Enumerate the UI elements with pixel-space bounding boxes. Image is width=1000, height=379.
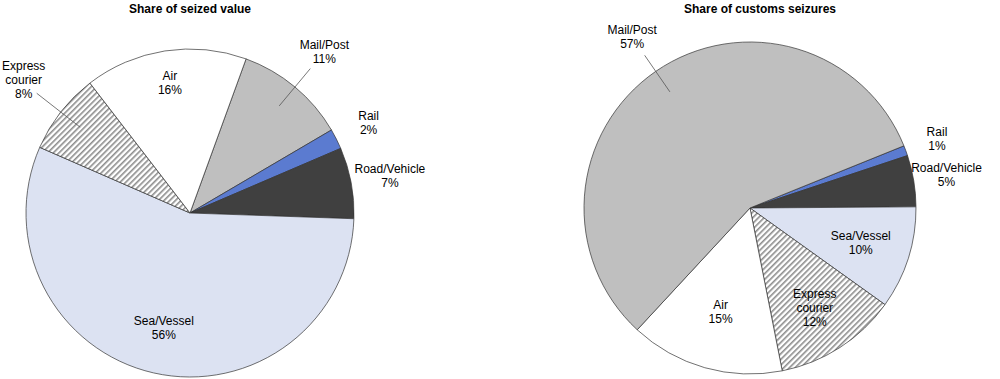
pie-slice <box>584 42 904 330</box>
chart-title: Share of seized value <box>129 2 251 16</box>
data-label: 12% <box>803 315 827 329</box>
data-label: 5% <box>938 175 956 189</box>
slice-label: Expresscourier12% <box>793 287 836 329</box>
data-label: 15% <box>709 312 733 326</box>
pie-slice <box>190 148 354 218</box>
leader-line <box>279 69 310 106</box>
category-label: Mail/Post <box>300 38 350 52</box>
category-label-line: Mail/Post <box>300 38 350 52</box>
category-label: Expresscourier <box>2 59 45 87</box>
leader-line <box>645 55 670 92</box>
pie-chart: Share of customs seizures Rail1% Road/Vehi… <box>584 2 982 374</box>
leader-line <box>37 93 80 127</box>
category-label-line: Sea/Vessel <box>831 229 891 243</box>
data-label: 56% <box>152 328 176 342</box>
category-label-line: Mail/Post <box>607 23 657 37</box>
category-label: Air <box>713 298 728 312</box>
chart-canvas: Share of seized valueMail/Post11%Rail2%R… <box>0 0 1000 379</box>
slice-label: Sea/Vessel56% <box>134 314 194 342</box>
data-label: 11% <box>313 52 336 66</box>
category-label-line: Sea/Vessel <box>134 314 194 328</box>
slices <box>26 49 354 377</box>
slice-label: Air15% <box>709 298 733 326</box>
slices <box>584 42 916 374</box>
data-label: 1% <box>928 139 946 153</box>
slice-label: Mail/Post57% <box>607 23 657 51</box>
category-label-line: Road/Vehicle <box>911 161 982 175</box>
data-label: 8% <box>15 87 33 101</box>
category-label: Mail/Post <box>607 23 657 37</box>
slice-label: Road/Vehicle7% <box>355 162 426 190</box>
category-label-line: courier <box>5 73 42 87</box>
category-label: Sea/Vessel <box>831 229 891 243</box>
category-label: Sea/Vessel <box>134 314 194 328</box>
category-label: Air <box>163 69 178 83</box>
category-label-line: Air <box>713 298 728 312</box>
category-label: Rail <box>358 109 379 123</box>
category-label: Road/Vehicle <box>911 161 982 175</box>
data-labels: Rail1% Road/Vehicle5% Sea/Vessel10% Express… <box>607 23 982 329</box>
data-label: 2% <box>360 123 378 137</box>
category-label: Road/Vehicle <box>355 162 426 176</box>
slice-label: Rail1% <box>927 125 948 153</box>
data-label: 16% <box>158 83 182 97</box>
slice-label: Mail/Post11% <box>300 38 350 66</box>
category-label: Rail <box>927 125 948 139</box>
category-label: Expresscourier <box>793 287 836 315</box>
category-label-line: Rail <box>358 109 379 123</box>
category-label-line: courier <box>796 301 833 315</box>
category-label-line: Rail <box>927 125 948 139</box>
pie-chart: Share of seized valueMail/Post11%Rail2%R… <box>2 2 426 377</box>
category-label-line: Road/Vehicle <box>355 162 426 176</box>
data-label: 10% <box>849 243 873 257</box>
slice-label: Expresscourier8% <box>2 59 45 101</box>
data-label: 57% <box>620 37 644 51</box>
category-label-line: Air <box>163 69 178 83</box>
chart-title: Share of customs seizures <box>684 2 836 16</box>
pie-slice <box>90 49 246 213</box>
category-label-line: Express <box>793 287 836 301</box>
data-labels: Mail/Post11% Rail2% Road/Vehicle7% Sea/Vess… <box>2 38 426 342</box>
slice-label: Air16% <box>158 69 182 97</box>
slice-label: Rail2% <box>358 109 379 137</box>
slice-label: Road/Vehicle5% <box>911 161 982 189</box>
category-label-line: Express <box>2 59 45 73</box>
data-label: 7% <box>381 176 399 190</box>
slice-label: Sea/Vessel10% <box>831 229 891 257</box>
